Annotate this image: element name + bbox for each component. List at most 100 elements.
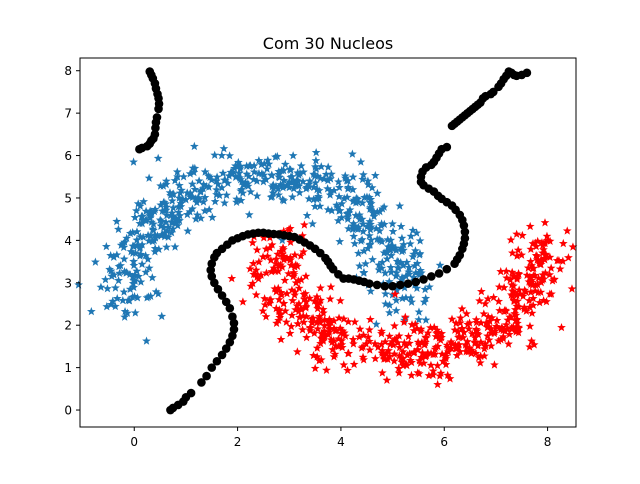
lower_moon-point xyxy=(518,291,528,300)
upper_moon-point xyxy=(261,174,270,183)
x-tick-label: 2 xyxy=(234,435,242,449)
lower_moon-point xyxy=(436,368,446,378)
lower_moon-point xyxy=(420,339,430,349)
lower_moon-point xyxy=(481,341,490,351)
lower_moon-point xyxy=(470,337,480,347)
upper_moon-point xyxy=(110,301,120,311)
upper_moon-point xyxy=(243,179,253,188)
upper_moon-point xyxy=(130,212,140,222)
upper_moon-point xyxy=(249,174,259,184)
lower_moon-point xyxy=(525,321,535,331)
lower_moon-point xyxy=(292,301,302,310)
upper_moon-point xyxy=(109,270,119,279)
upper_moon-point xyxy=(385,308,394,317)
upper_moon-point xyxy=(421,315,431,324)
lower_moon-point xyxy=(514,328,523,337)
lower_moon-point xyxy=(414,340,424,349)
lower_moon-point xyxy=(497,322,507,332)
upper_moon-point xyxy=(404,262,414,272)
upper_moon-point xyxy=(312,194,322,203)
lower_moon-point xyxy=(299,294,309,303)
lower_moon-point xyxy=(276,334,286,344)
upper_moon-point xyxy=(167,208,177,217)
lower_moon-point xyxy=(299,247,308,256)
upper_moon-point xyxy=(285,164,295,174)
lower_moon-point xyxy=(463,347,473,356)
upper_moon-point xyxy=(101,275,110,284)
lower_moon-point xyxy=(249,269,259,279)
upper_moon-point xyxy=(268,180,278,189)
upper_moon-point xyxy=(135,243,145,253)
lower_moon-point xyxy=(334,313,344,322)
lower_moon-point xyxy=(393,338,403,347)
centers-point xyxy=(210,278,219,288)
x-tick-label: 8 xyxy=(544,435,552,449)
centers-point xyxy=(434,269,444,278)
lower_moon-point xyxy=(288,296,298,305)
centers-point xyxy=(442,264,452,274)
lower_moon-point xyxy=(413,368,423,377)
upper_moon-point xyxy=(136,249,146,259)
upper_moon-point xyxy=(114,275,123,285)
upper_moon-point xyxy=(232,194,242,203)
upper_moon-point xyxy=(363,176,373,185)
upper_moon-point xyxy=(188,163,198,172)
lower_moon-point xyxy=(339,360,349,369)
lower_moon-point xyxy=(541,249,551,258)
upper_moon-point xyxy=(370,170,380,180)
upper_moon-point xyxy=(268,188,278,197)
lower_moon-point xyxy=(252,272,262,281)
lower_moon-point xyxy=(454,340,464,349)
lower_moon-point xyxy=(338,326,348,335)
upper_moon-point xyxy=(411,268,421,277)
lower_moon-point xyxy=(538,270,548,279)
centers-point xyxy=(388,281,397,291)
upper_moon-point xyxy=(276,180,285,189)
lower_moon-point xyxy=(312,299,322,308)
upper_moon-point xyxy=(386,262,396,272)
upper_moon-point xyxy=(188,204,197,213)
lower_moon-point xyxy=(287,310,297,320)
lower_moon-point xyxy=(475,358,485,367)
lower_moon-point xyxy=(502,273,512,282)
upper_moon-point xyxy=(288,192,297,201)
upper_moon-point xyxy=(112,216,122,226)
upper_moon-point xyxy=(147,207,156,216)
upper_moon-point xyxy=(368,255,377,264)
upper_moon-point xyxy=(280,159,290,169)
lower_moon-point xyxy=(258,306,268,315)
lower_moon-point xyxy=(416,352,426,362)
upper_moon-point xyxy=(309,194,318,204)
upper_moon-point xyxy=(122,233,132,243)
upper_moon-point xyxy=(168,203,178,212)
upper_moon-point xyxy=(114,224,123,234)
upper_moon-point xyxy=(239,180,249,189)
upper_moon-point xyxy=(333,216,343,225)
lower_moon-point xyxy=(558,238,568,248)
upper_moon-point xyxy=(191,214,201,223)
lower_moon-point xyxy=(512,290,522,300)
lower_moon-point xyxy=(388,340,398,349)
lower_moon-point xyxy=(514,269,524,279)
lower_moon-point xyxy=(528,239,538,248)
upper_moon-point xyxy=(129,157,138,166)
upper_moon-point xyxy=(392,268,401,277)
upper_moon-point xyxy=(157,216,166,226)
upper_moon-point xyxy=(414,315,424,324)
lower_moon-point xyxy=(525,342,534,351)
upper_moon-point xyxy=(305,176,315,185)
upper_moon-point xyxy=(311,164,321,173)
upper_moon-point xyxy=(96,282,106,291)
upper_moon-point xyxy=(411,246,420,255)
lower_moon-point xyxy=(377,326,386,335)
lower_moon-point xyxy=(329,352,339,361)
upper_moon-point xyxy=(153,289,163,298)
lower_moon-point xyxy=(500,326,510,336)
lower_moon-point xyxy=(334,334,343,343)
upper_moon-point xyxy=(106,250,116,260)
upper_moon-point xyxy=(236,195,246,205)
upper_moon-point xyxy=(101,241,111,251)
lower_moon-point xyxy=(517,250,526,259)
centers-point xyxy=(460,227,470,237)
lower_moon-point xyxy=(287,285,297,294)
